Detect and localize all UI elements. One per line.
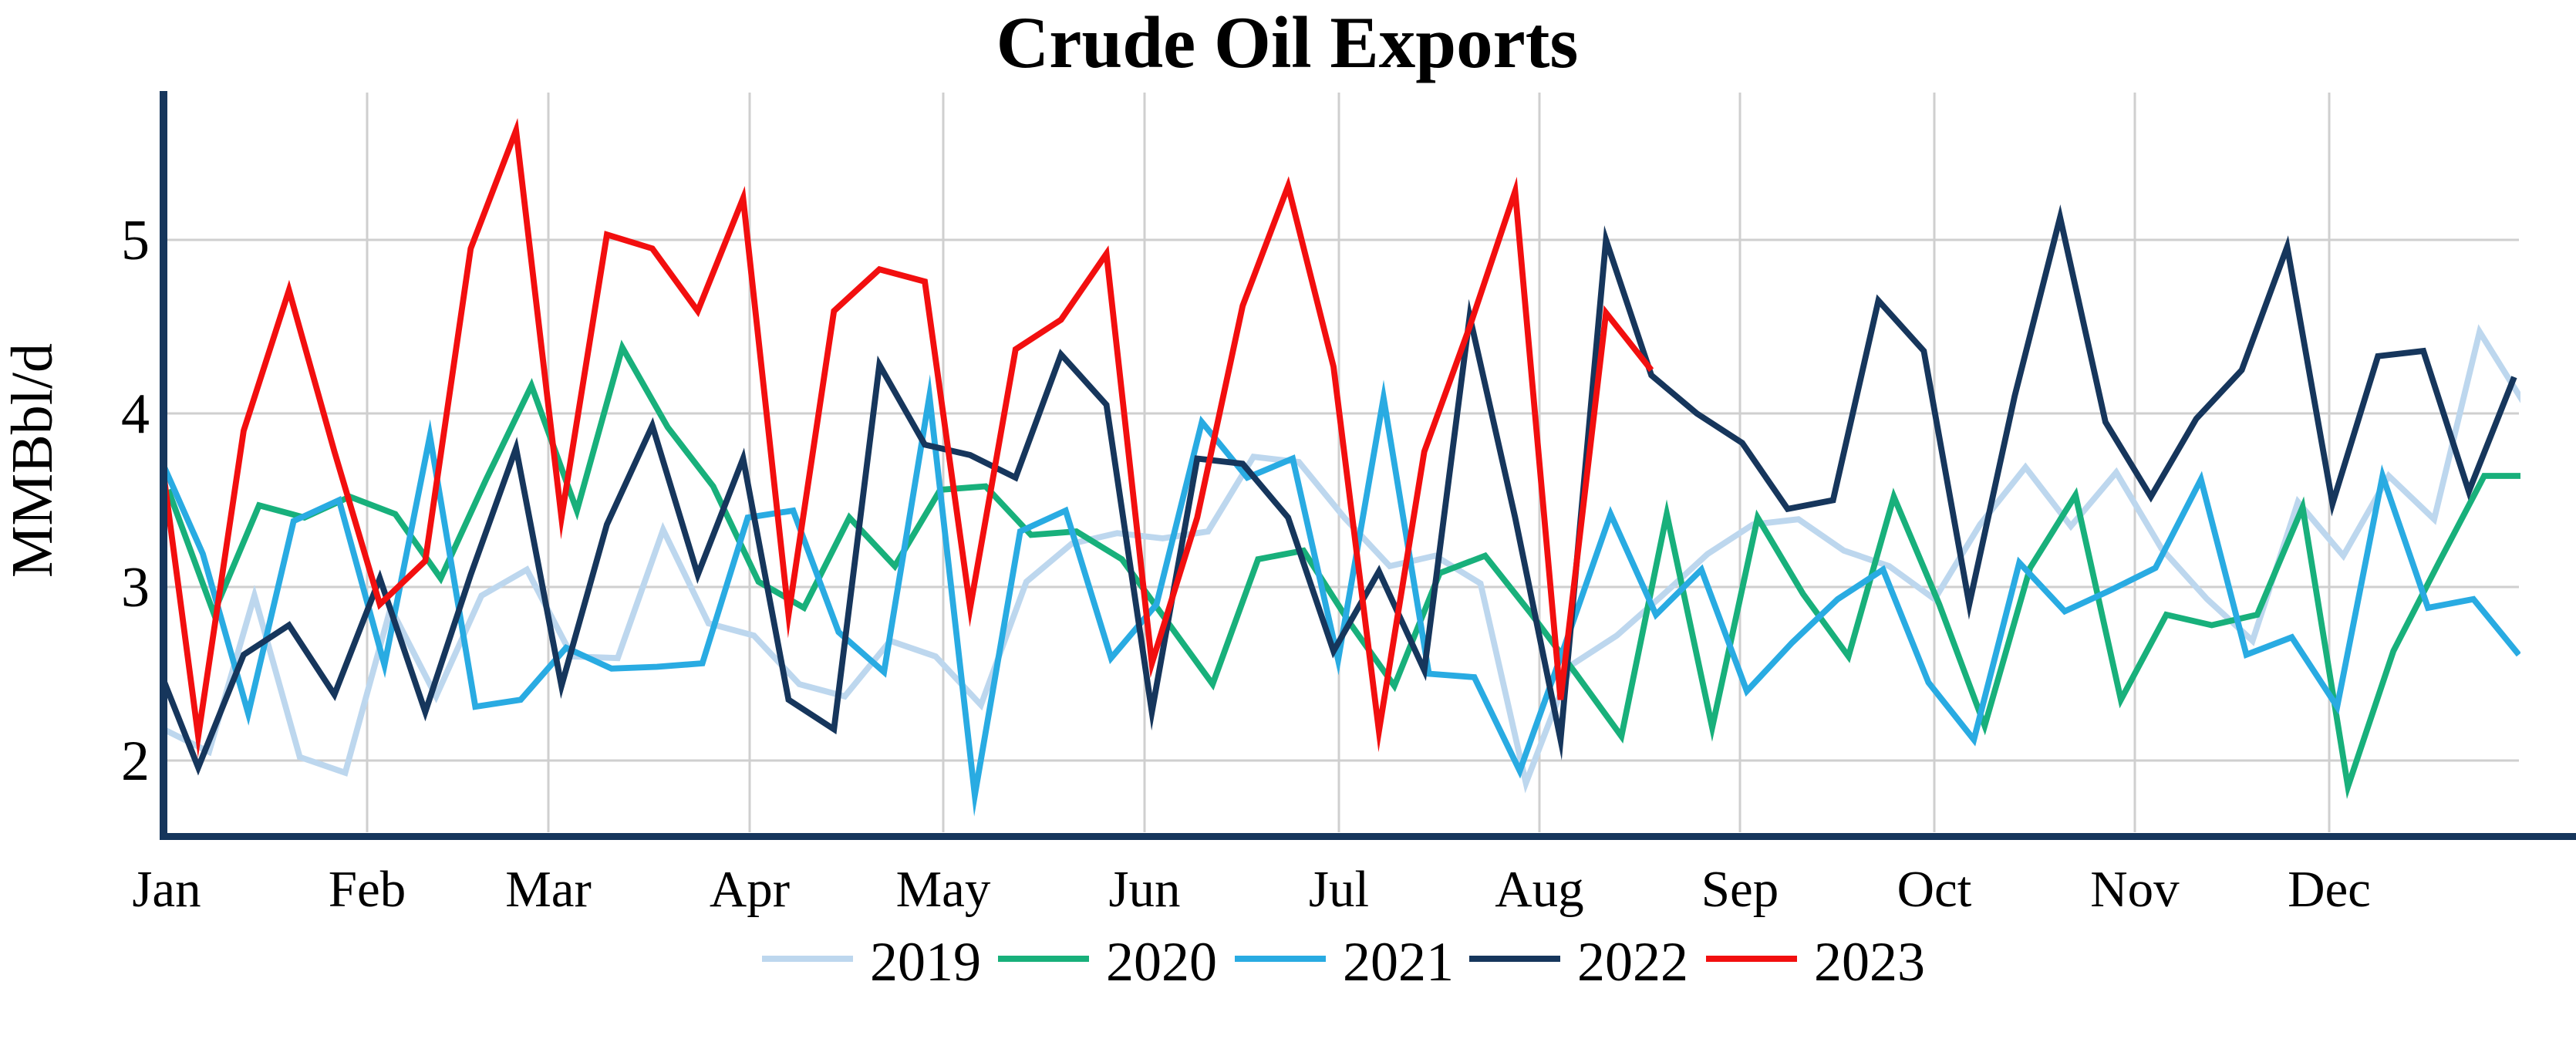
svg-text:May: May <box>896 861 991 918</box>
svg-text:Feb: Feb <box>329 861 406 918</box>
svg-text:Nov: Nov <box>2090 861 2180 918</box>
svg-text:5: 5 <box>121 209 150 272</box>
svg-text:Jul: Jul <box>1309 861 1369 918</box>
svg-text:4: 4 <box>121 383 150 446</box>
svg-text:2021: 2021 <box>1343 931 1454 993</box>
svg-text:Sep: Sep <box>1701 861 1779 918</box>
svg-text:Oct: Oct <box>1897 861 1972 918</box>
svg-text:MMBbl/d: MMBbl/d <box>0 343 65 578</box>
svg-text:Jan: Jan <box>132 861 201 918</box>
svg-text:2022: 2022 <box>1577 931 1688 993</box>
svg-text:Jun: Jun <box>1108 861 1180 918</box>
svg-text:Aug: Aug <box>1495 861 1583 918</box>
svg-text:Apr: Apr <box>710 861 790 918</box>
svg-text:Crude Oil Exports: Crude Oil Exports <box>996 2 1579 83</box>
svg-text:2023: 2023 <box>1814 931 1925 993</box>
svg-text:2: 2 <box>121 730 150 793</box>
svg-text:3: 3 <box>121 556 150 619</box>
svg-text:Dec: Dec <box>2288 861 2371 918</box>
svg-text:2019: 2019 <box>870 931 981 993</box>
svg-text:2020: 2020 <box>1106 931 1217 993</box>
svg-text:Mar: Mar <box>505 861 592 918</box>
